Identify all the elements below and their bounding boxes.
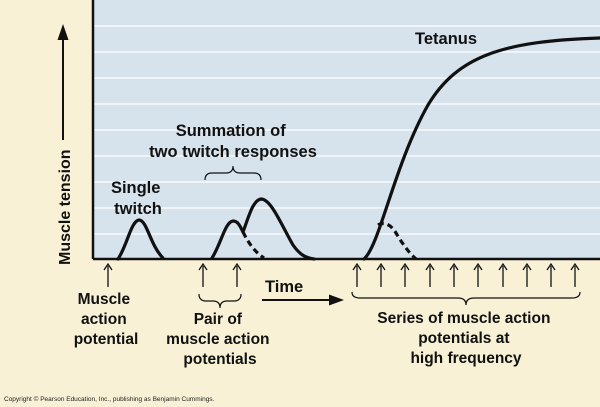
muscle-action-potential-line-1: Muscle xyxy=(78,291,131,308)
series-brace xyxy=(351,291,581,306)
summation-curve xyxy=(241,197,316,261)
plot-gridlines xyxy=(93,25,600,235)
stimulus-arrow xyxy=(232,262,242,287)
muscle-action-potential-label: Muscle action potential xyxy=(74,291,139,348)
series-of-potentials-line-1: Series of muscle action xyxy=(377,310,550,327)
stimulus-arrow xyxy=(198,262,208,287)
muscle-action-potential-line-2: action xyxy=(81,311,127,328)
stimulus-arrow xyxy=(570,262,580,287)
copyright-notice: Copyright © Pearson Education, Inc., pub… xyxy=(4,395,215,403)
stimulus-arrow xyxy=(352,262,362,287)
first-twitch-decay-dashed xyxy=(241,231,265,260)
summation-label-line-1: Summation of xyxy=(176,122,287,140)
stimulus-arrows xyxy=(103,262,580,287)
single-twitch-label-line-2: twitch xyxy=(114,200,162,218)
summation-label-line-2: two twitch responses xyxy=(149,143,317,161)
first-twitch-curve xyxy=(210,219,245,260)
series-of-potentials-line-3: high frequency xyxy=(410,350,521,367)
stimulus-arrow xyxy=(425,262,435,287)
summation-label: Summation of two twitch responses xyxy=(149,122,317,161)
pair-of-potentials-line-2: muscle action xyxy=(166,331,269,348)
time-label: Time xyxy=(265,278,303,296)
pair-of-potentials-line-3: potentials xyxy=(183,351,256,368)
time-arrowhead xyxy=(329,294,344,306)
tetanus-first-twitch-dashed xyxy=(377,221,418,261)
single-twitch-curve xyxy=(116,218,165,261)
stimulus-arrow xyxy=(522,262,532,287)
tetanus-curve xyxy=(362,36,600,261)
series-of-potentials-line-2: potentials at xyxy=(418,330,509,347)
stimulus-arrow xyxy=(376,262,386,287)
single-twitch-label-line-1: Single xyxy=(111,179,161,197)
stimulus-arrow xyxy=(400,262,410,287)
muscle-action-potential-line-3: potential xyxy=(74,331,139,348)
stimulus-arrow xyxy=(103,262,113,287)
pair-of-potentials-label: Pair of muscle action potentials xyxy=(166,311,274,368)
y-axis-arrowhead xyxy=(57,24,69,40)
summation-brace xyxy=(204,165,262,181)
stimulus-arrow xyxy=(449,262,459,287)
tetanus-label: Tetanus xyxy=(415,30,477,48)
pair-brace xyxy=(198,293,242,309)
single-twitch-label: Single twitch xyxy=(111,179,165,218)
stimulus-arrow xyxy=(473,262,483,287)
y-axis-label: Muscle tension xyxy=(57,149,74,265)
series-of-potentials-label: Series of muscle action potentials at hi… xyxy=(377,310,554,367)
stimulus-arrow xyxy=(498,262,508,287)
pair-of-potentials-line-1: Pair of xyxy=(194,311,243,328)
stimulus-arrow xyxy=(546,262,556,287)
